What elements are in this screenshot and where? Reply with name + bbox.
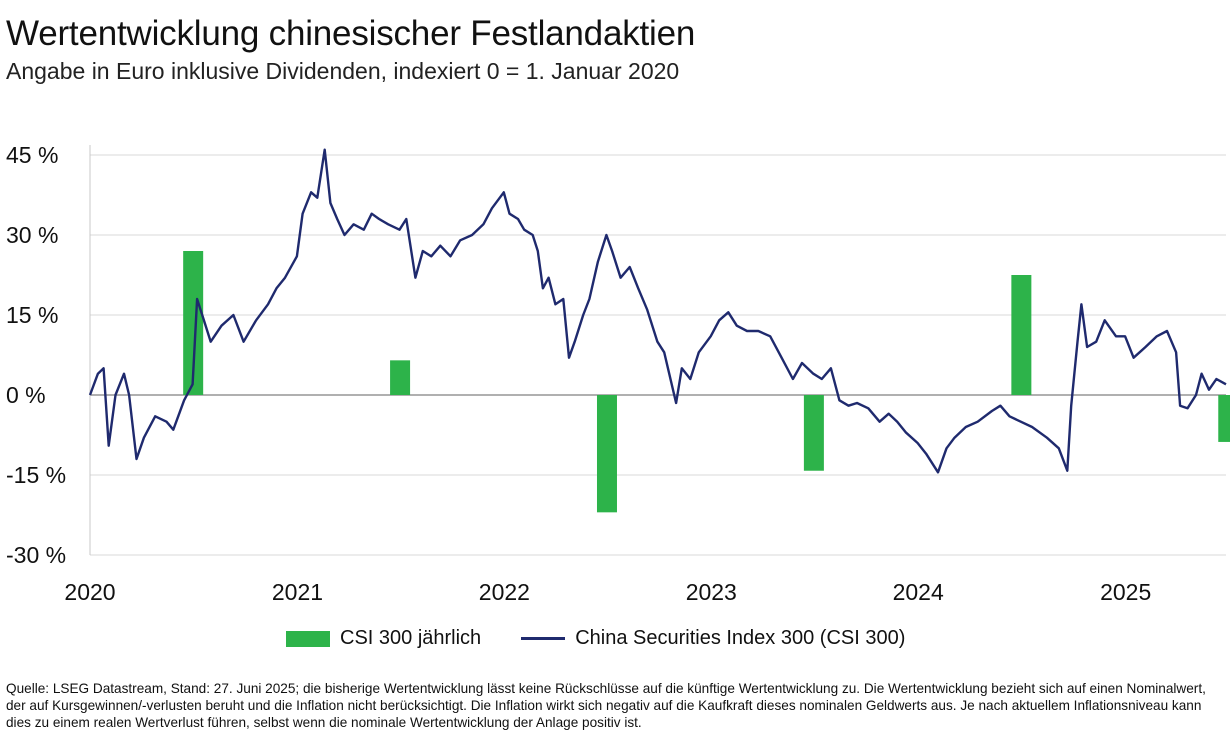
legend-label-line: China Securities Index 300 (CSI 300) [575,627,906,649]
series-line-csi300 [88,148,1227,474]
bar [390,360,411,395]
legend-item-line: China Securities Index 300 (CSI 300) [521,627,905,650]
source-footnote: Quelle: LSEG Datastream, Stand: 27. Juni… [6,681,1206,730]
chart-canvas: 45 % 30 % 15 % 0 % -15 % -30 % 2020 2021 2022 202… [6,142,1230,605]
y-tick-label: 45 % [6,142,58,168]
bar [1218,395,1230,442]
legend-swatch-line [521,637,566,640]
legend-label-bars: CSI 300 jährlich [340,627,482,649]
x-tick-label: 2024 [893,579,944,605]
x-tick-label: 2023 [686,579,737,605]
chart-subtitle: Angabe in Euro inklusive Dividenden, ind… [6,58,680,84]
x-tick-label: 2025 [1100,579,1151,605]
legend-swatch-bars [286,630,330,647]
y-tick-label: -30 % [6,542,66,568]
x-tick-label: 2021 [272,579,323,605]
chart-title: Wertentwicklung chinesischer Festlandakt… [6,14,696,53]
bar [1011,275,1032,395]
x-tick-label: 2022 [479,579,530,605]
y-tick-label: 15 % [6,302,58,328]
bar [596,395,617,513]
bar [183,251,204,395]
y-tick-label: 0 % [6,382,46,408]
y-tick-label: 30 % [6,222,58,248]
bar [803,395,824,471]
x-tick-label: 2020 [64,579,115,605]
y-tick-label: -15 % [6,462,66,488]
chart-legend: CSI 300 jährlich China Securities Index … [286,627,945,650]
legend-item-bars: CSI 300 jährlich [286,627,481,650]
